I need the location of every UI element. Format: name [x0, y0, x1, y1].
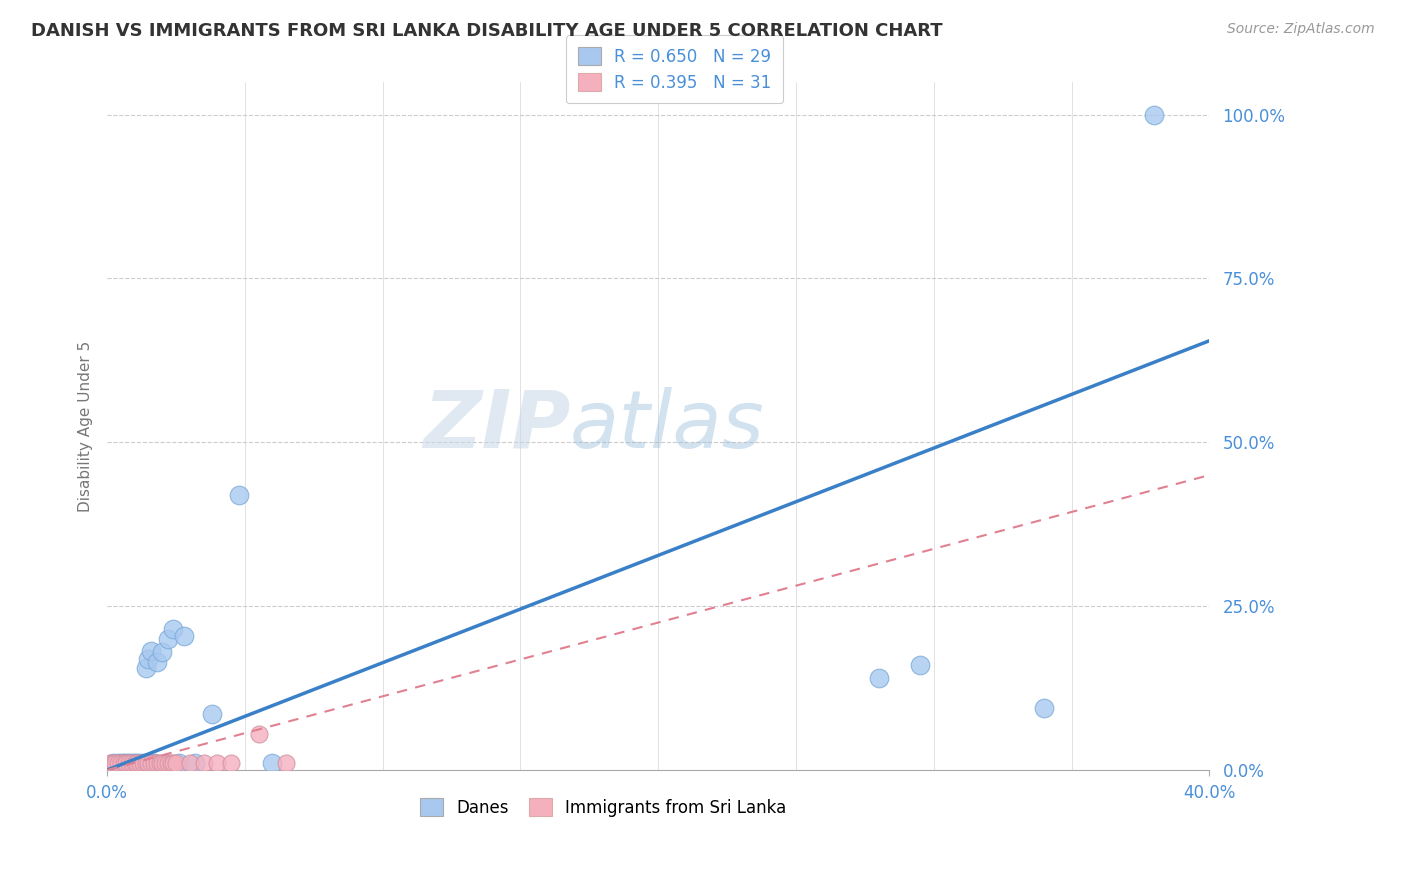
Point	[107, 756, 129, 771]
Point	[110, 756, 132, 771]
Point	[129, 756, 152, 771]
Point	[219, 756, 242, 771]
Point	[159, 756, 181, 771]
Point	[112, 756, 135, 771]
Point	[129, 756, 152, 771]
Point	[184, 756, 207, 771]
Point	[141, 756, 163, 771]
Point	[228, 488, 250, 502]
Point	[121, 756, 143, 771]
Point	[143, 756, 166, 771]
Point	[179, 756, 201, 771]
Point	[118, 756, 141, 771]
Point	[132, 756, 155, 771]
Point	[173, 629, 195, 643]
Point	[115, 756, 138, 771]
Point	[124, 756, 146, 771]
Point	[165, 756, 187, 771]
Point	[98, 756, 121, 771]
Point	[150, 756, 173, 771]
Point	[127, 756, 149, 771]
Point	[145, 655, 167, 669]
Point	[153, 756, 176, 771]
Point	[162, 622, 184, 636]
Point	[101, 756, 124, 771]
Point	[156, 632, 179, 646]
Point	[143, 756, 166, 771]
Point	[138, 651, 160, 665]
Point	[156, 756, 179, 771]
Point	[118, 756, 141, 771]
Legend: Danes, Immigrants from Sri Lanka: Danes, Immigrants from Sri Lanka	[413, 791, 793, 823]
Point	[262, 756, 284, 771]
Point	[145, 756, 167, 771]
Point	[101, 756, 124, 771]
Y-axis label: Disability Age Under 5: Disability Age Under 5	[79, 341, 93, 512]
Point	[135, 661, 157, 675]
Point	[138, 756, 160, 771]
Point	[148, 756, 170, 771]
Point	[141, 644, 163, 658]
Point	[201, 707, 224, 722]
Point	[124, 756, 146, 771]
Point	[107, 756, 129, 771]
Point	[127, 756, 149, 771]
Point	[162, 756, 184, 771]
Text: Source: ZipAtlas.com: Source: ZipAtlas.com	[1227, 22, 1375, 37]
Point	[132, 756, 155, 771]
Text: atlas: atlas	[569, 387, 765, 465]
Text: ZIP: ZIP	[423, 387, 569, 465]
Point	[207, 756, 229, 771]
Point	[247, 727, 270, 741]
Point	[104, 756, 127, 771]
Point	[150, 645, 173, 659]
Point	[167, 756, 190, 771]
Point	[868, 671, 890, 685]
Point	[1143, 108, 1166, 122]
Point	[193, 756, 215, 771]
Text: DANISH VS IMMIGRANTS FROM SRI LANKA DISABILITY AGE UNDER 5 CORRELATION CHART: DANISH VS IMMIGRANTS FROM SRI LANKA DISA…	[31, 22, 942, 40]
Point	[121, 756, 143, 771]
Point	[908, 658, 931, 673]
Point	[115, 756, 138, 771]
Point	[110, 756, 132, 771]
Point	[135, 756, 157, 771]
Point	[276, 756, 298, 771]
Point	[112, 756, 135, 771]
Point	[1033, 700, 1056, 714]
